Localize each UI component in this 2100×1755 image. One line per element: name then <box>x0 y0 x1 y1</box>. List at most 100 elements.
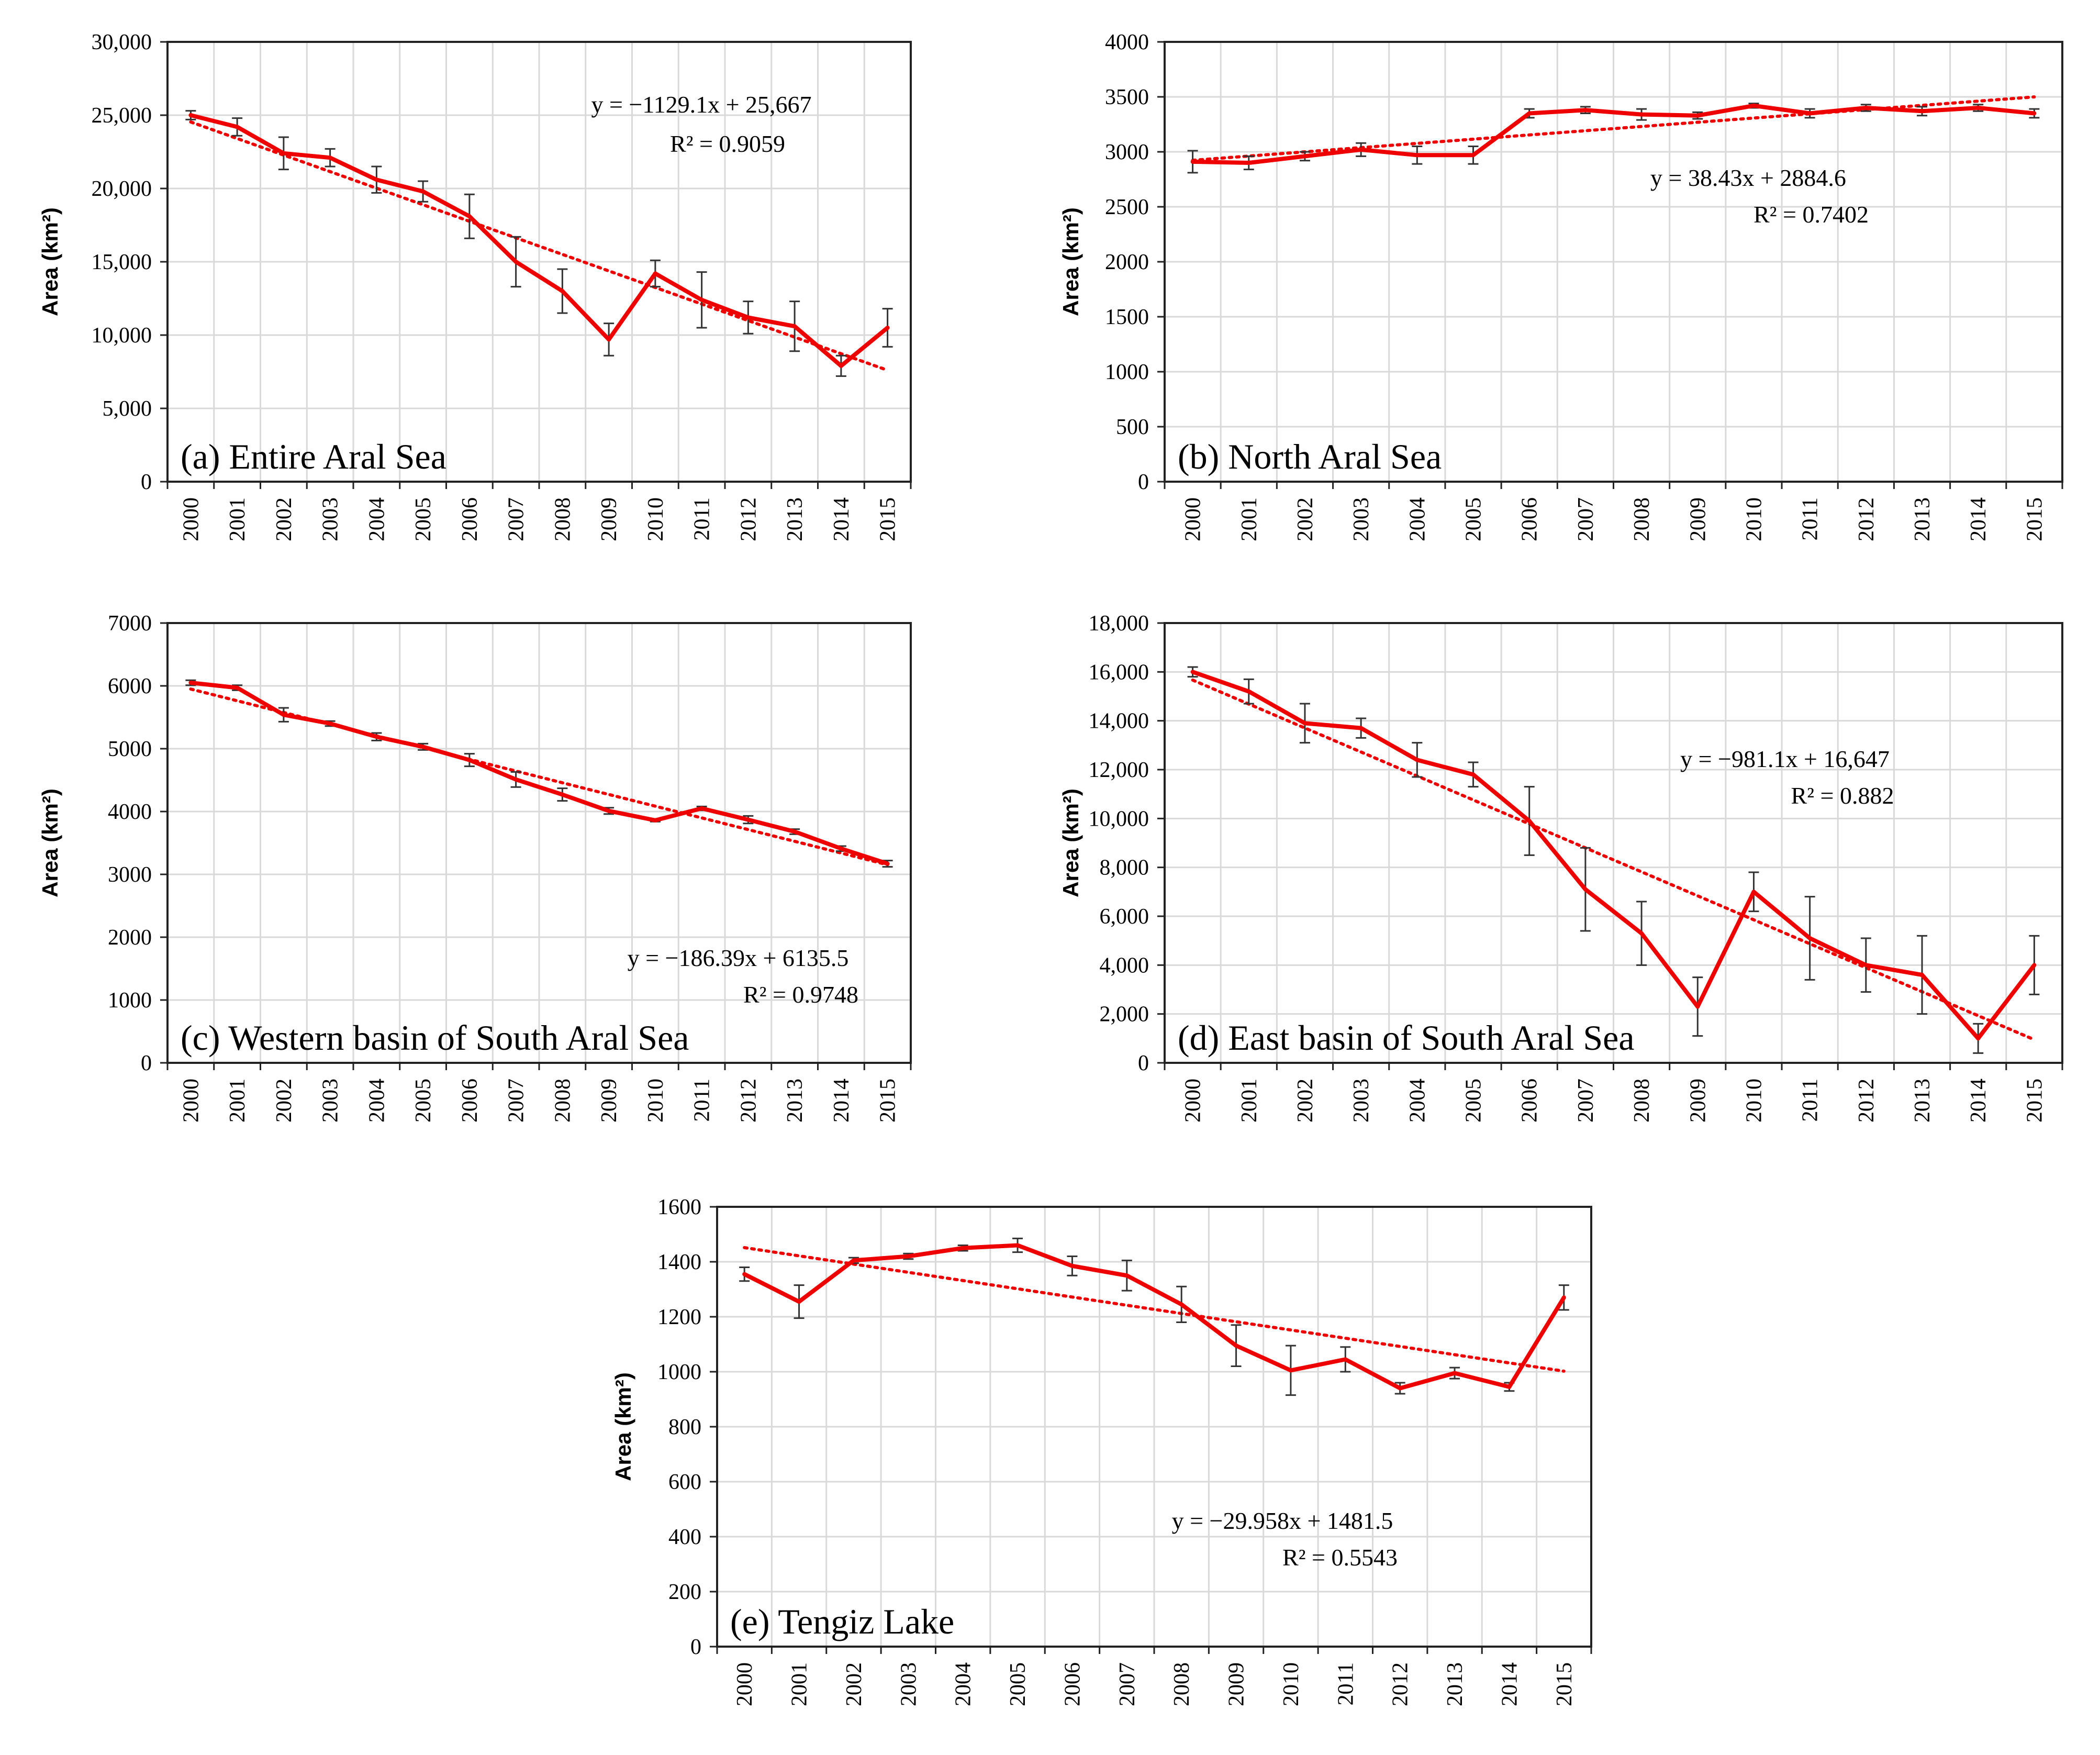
data-point <box>960 1246 965 1250</box>
data-point <box>1863 106 1868 110</box>
data-point <box>2032 963 2037 968</box>
x-tick-label: 2008 <box>1630 497 1654 541</box>
x-tick-label: 2003 <box>1349 497 1373 541</box>
x-tick-label: 2010 <box>1742 1079 1766 1123</box>
data-point <box>1807 111 1812 116</box>
data-point <box>1453 1371 1457 1375</box>
x-tick-label: 2001 <box>1237 497 1261 541</box>
r-squared-label: R² = 0.882 <box>1791 782 1894 809</box>
data-point <box>374 735 379 739</box>
x-tick-label: 2006 <box>1518 1079 1542 1123</box>
x-tick-label: 2011 <box>690 1079 714 1121</box>
data-point <box>421 745 426 749</box>
data-point <box>1398 1386 1402 1391</box>
y-tick-label: 1600 <box>657 1195 701 1219</box>
data-point <box>1190 159 1195 164</box>
x-tick-label: 2002 <box>272 497 296 541</box>
x-tick-label: 2005 <box>1462 1079 1486 1123</box>
x-tick-label: 2009 <box>1225 1662 1249 1706</box>
y-tick-label: 2000 <box>1105 250 1149 274</box>
data-point <box>1527 819 1532 823</box>
x-tick-label: 2006 <box>1060 1662 1085 1706</box>
x-tick-label: 2012 <box>736 497 761 541</box>
data-point <box>188 681 193 685</box>
trendline <box>1191 678 2036 1041</box>
x-tick-label: 2014 <box>830 497 854 541</box>
x-tick-label: 2002 <box>272 1079 296 1123</box>
data-point <box>1695 113 1700 118</box>
data-point <box>1639 931 1644 936</box>
x-tick-label: 2007 <box>505 497 529 541</box>
x-tick-label: 2004 <box>1405 497 1429 541</box>
data-point <box>374 177 379 182</box>
y-tick-label: 10,000 <box>92 324 152 348</box>
y-tick-label: 0 <box>141 1051 152 1075</box>
y-tick-label: 4000 <box>108 800 152 824</box>
y-tick-label: 0 <box>141 470 152 494</box>
x-tick-label: 2007 <box>1574 1079 1598 1123</box>
y-tick-label: 1200 <box>657 1305 701 1329</box>
x-tick-label: 2014 <box>1967 1079 1991 1123</box>
y-tick-label: 6000 <box>108 674 152 698</box>
y-tick-label: 4,000 <box>1100 953 1149 978</box>
data-point <box>792 324 797 329</box>
y-tick-label: 20,000 <box>92 177 152 201</box>
data-series-line <box>743 1243 1566 1391</box>
y-tick-label: 0 <box>690 1635 701 1659</box>
data-point <box>513 777 518 782</box>
data-point <box>885 326 890 330</box>
chart-title: (b) North Aral Sea <box>1178 437 1442 476</box>
x-tick-label: 2012 <box>736 1079 761 1123</box>
x-tick-label: 2000 <box>179 497 203 541</box>
data-point <box>1246 689 1251 694</box>
data-point <box>1471 153 1476 158</box>
x-tick-label: 2005 <box>1462 497 1486 541</box>
x-tick-label: 2004 <box>1405 1079 1429 1123</box>
x-tick-label: 2004 <box>365 497 389 541</box>
x-tick-label: 2013 <box>1911 1079 1935 1123</box>
data-point <box>1527 111 1532 116</box>
y-tick-label: 0 <box>1138 1051 1149 1075</box>
r-squared-label: R² = 0.5543 <box>1282 1544 1398 1571</box>
data-point <box>1179 1302 1184 1307</box>
y-tick-label: 2000 <box>108 926 152 950</box>
data-point <box>653 818 657 823</box>
data-point <box>792 829 797 834</box>
chart-title: (a) Entire Aral Sea <box>181 437 446 476</box>
x-tick-label: 2012 <box>1855 1079 1879 1123</box>
x-tick-label: 2007 <box>1574 497 1598 541</box>
x-tick-label: 2003 <box>319 497 343 541</box>
x-tick-label: 2010 <box>1279 1662 1303 1706</box>
r-squared-label: R² = 0.9748 <box>743 981 858 1008</box>
y-tick-label: 6,000 <box>1100 905 1149 929</box>
data-point <box>1359 147 1364 152</box>
x-tick-label: 2014 <box>830 1079 854 1123</box>
data-point <box>1234 1343 1238 1348</box>
x-tick-label: 2010 <box>644 497 668 541</box>
data-point <box>607 337 611 342</box>
data-point <box>1015 1243 1020 1248</box>
y-tick-label: 1400 <box>657 1250 701 1274</box>
x-tick-label: 2011 <box>1799 1079 1823 1121</box>
x-tick-label: 2009 <box>1686 497 1710 541</box>
data-point <box>281 151 286 155</box>
data-point <box>467 214 472 219</box>
y-axis-label: Area (km²) <box>1058 207 1083 316</box>
trendline <box>189 120 889 372</box>
data-point <box>607 808 611 813</box>
y-tick-label: 1500 <box>1105 305 1149 329</box>
trend-equation: y = 38.43x + 2884.6 <box>1650 164 1846 191</box>
data-point <box>699 806 704 810</box>
x-tick-label: 2006 <box>458 1079 482 1123</box>
x-tick-label: 2003 <box>1349 1079 1373 1123</box>
data-point <box>328 721 332 726</box>
data-point <box>653 271 657 276</box>
chart-western-basin-south-aral-sea: 0 1000 2000 3000 4000 5000 6000 7000 2000 2001 200… <box>38 612 912 1123</box>
y-axis-label: Area (km²) <box>1058 788 1083 897</box>
y-tick-label: 4000 <box>1105 30 1149 54</box>
x-tick-label: 2002 <box>842 1662 866 1706</box>
y-axis-label: Area (km²) <box>611 1372 635 1481</box>
y-tick-label: 500 <box>1116 415 1149 439</box>
y-tick-label: 25,000 <box>92 104 152 128</box>
data-point <box>467 758 472 762</box>
